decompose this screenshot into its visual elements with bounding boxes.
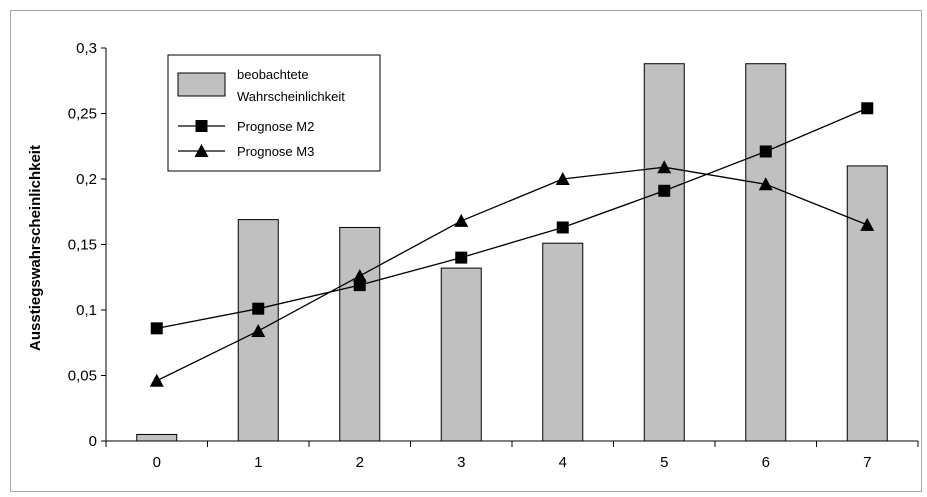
bar-3 bbox=[440, 267, 482, 442]
legend-label-observed: Wahrscheinlichkeit bbox=[237, 89, 345, 104]
bar-2 bbox=[339, 226, 381, 442]
y-tick-label: 0,3 bbox=[76, 40, 97, 57]
prognose-m3-marker bbox=[555, 172, 570, 185]
x-tick-label: 2 bbox=[356, 454, 364, 471]
legend-marker-prognose-m2 bbox=[195, 120, 208, 132]
x-tick-label: 3 bbox=[457, 454, 465, 471]
legend-label-observed: beobachtete bbox=[237, 67, 309, 82]
chart-frame bbox=[10, 10, 922, 492]
prognose-m2-marker bbox=[252, 302, 265, 315]
bar-5 bbox=[643, 63, 685, 442]
prognose-m2-line bbox=[156, 107, 868, 329]
y-tick-label: 0,1 bbox=[76, 302, 97, 319]
prognose-m3-marker bbox=[860, 217, 875, 231]
prognose-m3-marker bbox=[149, 373, 164, 387]
bar-7 bbox=[846, 165, 888, 442]
x-tick-label: 4 bbox=[559, 454, 567, 471]
legend-swatch-bar bbox=[177, 72, 226, 97]
prognose-m2-marker bbox=[658, 184, 671, 197]
prognose-m3-marker bbox=[454, 213, 469, 227]
prognose-m2-marker bbox=[150, 322, 163, 335]
prognose-m3-line bbox=[156, 166, 868, 382]
prognose-m2-marker bbox=[455, 251, 468, 264]
x-tick-label: 0 bbox=[153, 454, 161, 471]
y-axis-title: Ausstiegswahrscheinlichkeit bbox=[27, 145, 44, 351]
x-tick-label: 5 bbox=[660, 454, 668, 471]
x-tick-label: 7 bbox=[863, 454, 871, 471]
x-tick-label: 6 bbox=[762, 454, 770, 471]
y-tick-label: 0 bbox=[89, 433, 97, 450]
y-tick-label: 0,25 bbox=[68, 106, 97, 123]
x-tick-label: 1 bbox=[254, 454, 262, 471]
prognose-m3-marker bbox=[251, 323, 266, 337]
legend-label-prognose-m3: Prognose M3 bbox=[237, 144, 314, 159]
bar-0 bbox=[136, 433, 178, 442]
bar-4 bbox=[542, 242, 584, 442]
bar-6 bbox=[745, 63, 787, 442]
legend-label-prognose-m2: Prognose M2 bbox=[237, 119, 314, 134]
y-tick-label: 0,2 bbox=[76, 171, 97, 188]
y-tick-label: 0,15 bbox=[68, 237, 97, 254]
prognose-m2-marker bbox=[861, 102, 874, 115]
y-tick-label: 0,05 bbox=[68, 368, 97, 385]
prognose-m2-marker bbox=[759, 145, 772, 158]
prognose-m2-marker bbox=[353, 279, 366, 292]
prognose-m3-marker bbox=[758, 177, 773, 191]
prognose-m2-marker bbox=[556, 221, 569, 234]
prognose-m3-marker bbox=[657, 160, 672, 174]
legend-marker-prognose-m3 bbox=[194, 144, 209, 157]
prognose-m3-marker bbox=[352, 268, 367, 282]
